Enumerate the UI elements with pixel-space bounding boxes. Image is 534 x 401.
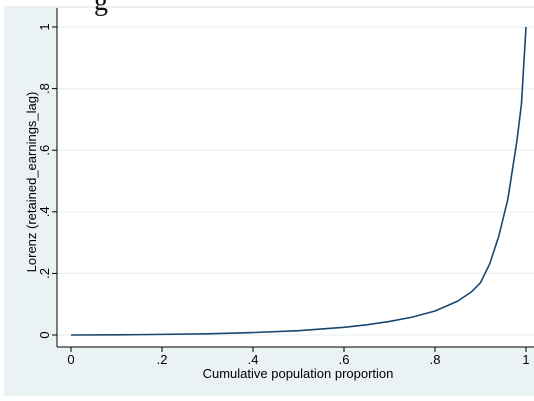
axis-layer: 0 .2 .4 .6 .8 1 0 .2 .4 .6 .8 1 bbox=[37, 8, 534, 367]
y-axis-title: Lorenz (retained_earnings_lag) bbox=[24, 92, 39, 273]
x-tick-label-4: .8 bbox=[430, 352, 441, 367]
plot-area bbox=[57, 8, 534, 347]
y-tick-label-0: 0 bbox=[37, 331, 52, 338]
x-tick-label-0: 0 bbox=[67, 352, 74, 367]
y-tick-label-2: .4 bbox=[37, 206, 52, 217]
x-tick-label-5: 1 bbox=[522, 352, 529, 367]
y-tick-label-3: .6 bbox=[37, 145, 52, 156]
y-tick-label-5: 1 bbox=[37, 23, 52, 30]
x-axis-title: Cumulative population proportion bbox=[203, 366, 394, 381]
x-tick-label-3: .6 bbox=[339, 352, 350, 367]
x-tick-label-2: .4 bbox=[248, 352, 259, 367]
x-tick-label-1: .2 bbox=[157, 352, 168, 367]
lorenz-curve bbox=[70, 26, 527, 336]
heading-fragment: g bbox=[94, 0, 108, 17]
y-tick-label-1: .2 bbox=[37, 268, 52, 279]
y-tick-label-4: .8 bbox=[37, 83, 52, 94]
